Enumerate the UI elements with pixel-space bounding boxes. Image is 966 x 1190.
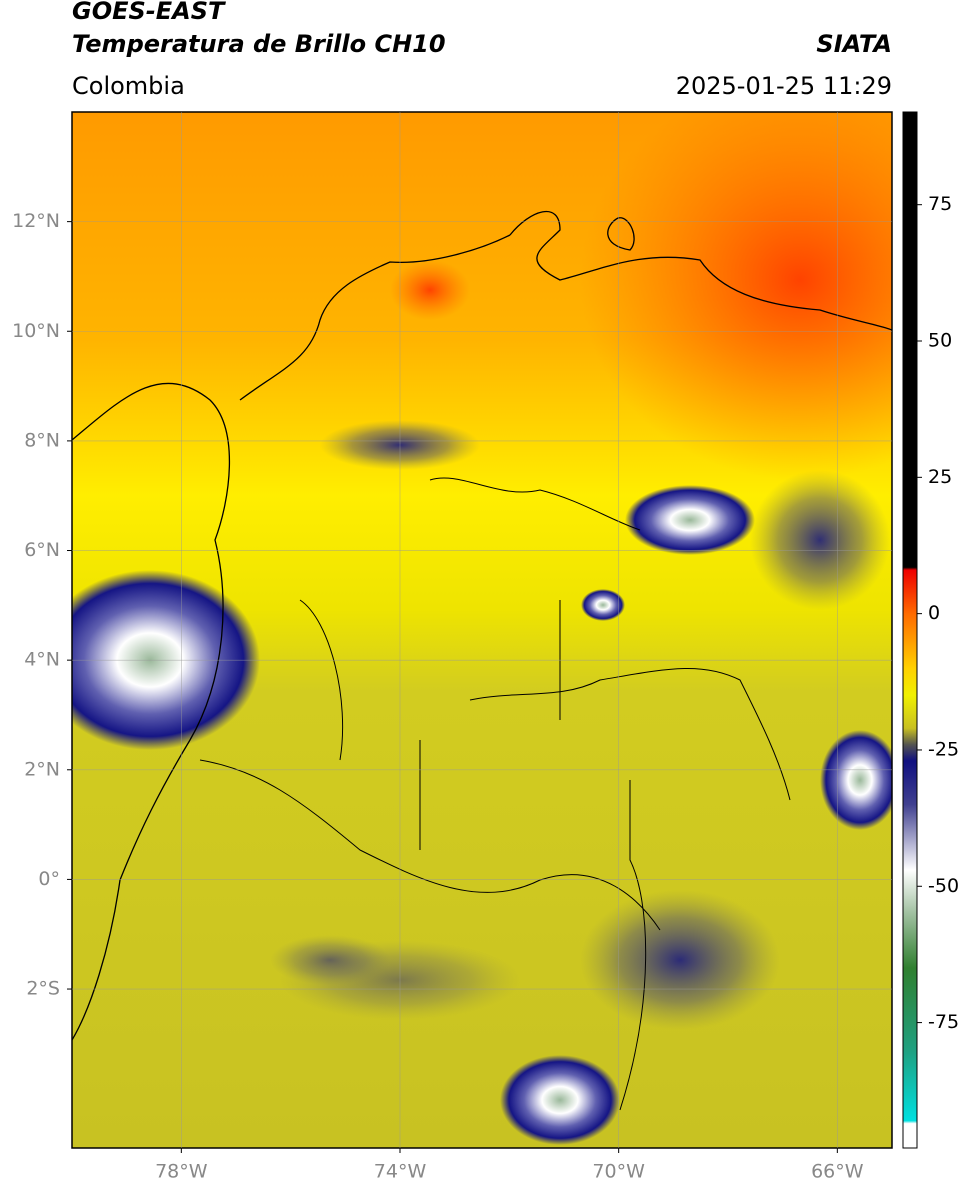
colorbar-label: -25 xyxy=(928,738,959,760)
y-tick-label: 12°N xyxy=(12,210,60,232)
subtitle: Temperatura de Brillo CH10 xyxy=(72,30,446,58)
x-tick-label: 78°W xyxy=(155,1161,208,1183)
source: SIATA xyxy=(816,30,892,58)
colorbar xyxy=(902,111,918,1149)
colorbar-label: 50 xyxy=(928,330,952,352)
y-tick-label: 6°N xyxy=(24,539,60,561)
x-tick-label: 70°W xyxy=(592,1161,645,1183)
title: GOES-EAST xyxy=(72,0,226,25)
colorbar-label: -75 xyxy=(928,1011,959,1033)
y-tick-label: 2°N xyxy=(24,758,60,780)
colorbar-label: 75 xyxy=(928,193,952,215)
x-tick-label: 74°W xyxy=(374,1161,427,1183)
imagery xyxy=(72,112,892,1148)
y-tick-label: 4°N xyxy=(24,649,60,671)
datetime: 2025-01-25 11:29 xyxy=(676,72,892,100)
map-frame xyxy=(71,111,893,1149)
colorbar-label: 0 xyxy=(928,602,940,624)
y-tick-label: 10°N xyxy=(12,320,60,342)
y-tick-label: 2°S xyxy=(26,978,60,1000)
colorbar-label: 25 xyxy=(928,466,952,488)
colorbar-label: -50 xyxy=(928,875,959,897)
y-tick-label: 8°N xyxy=(24,429,60,451)
region: Colombia xyxy=(72,72,185,100)
x-tick-label: 66°W xyxy=(811,1161,864,1183)
y-tick-label: 0° xyxy=(38,868,60,890)
